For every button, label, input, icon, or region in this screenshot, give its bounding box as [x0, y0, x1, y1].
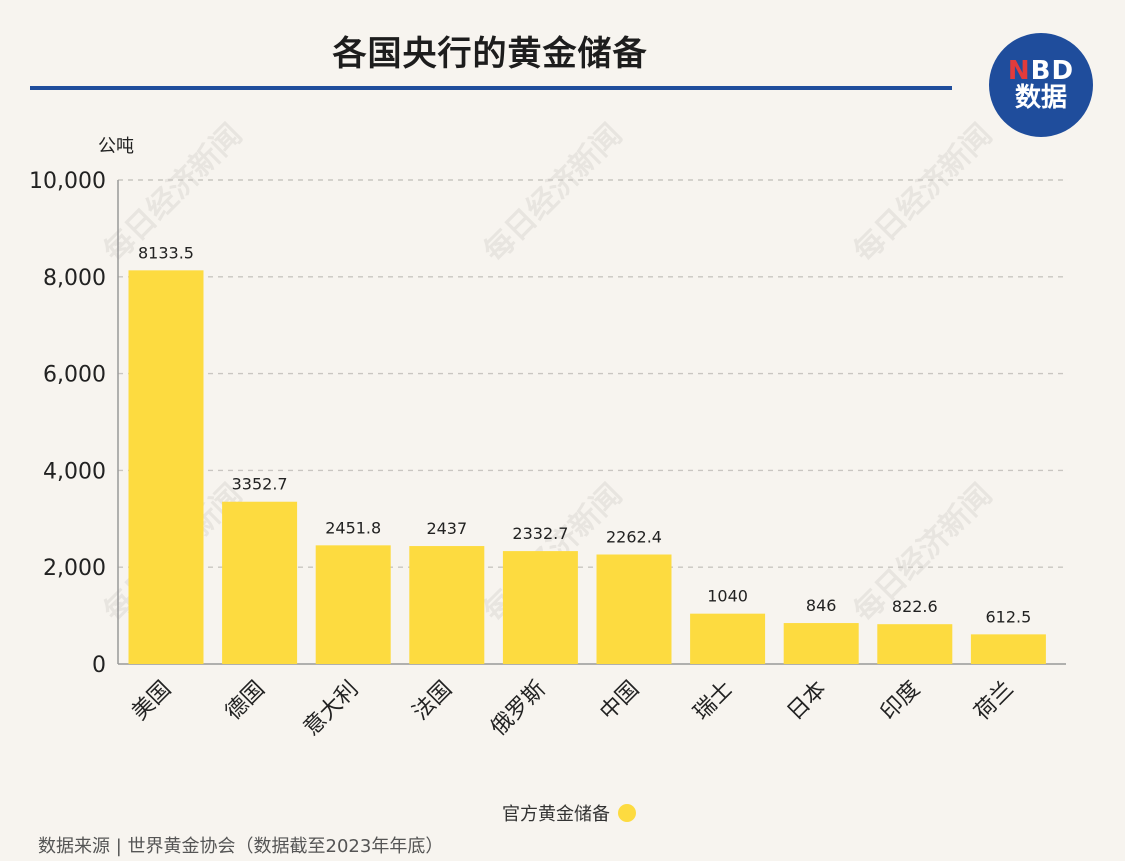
x-tick-label: 俄罗斯 [486, 677, 550, 741]
logo-text-line2: 数据 [1014, 83, 1067, 113]
bar [877, 624, 953, 664]
bar-value-label: 2437 [426, 519, 467, 538]
chart-title: 各国央行的黄金储备 [332, 34, 648, 74]
y-axis-unit: 公吨 [98, 136, 134, 157]
bar [690, 613, 766, 664]
bar-value-label: 846 [806, 596, 837, 615]
x-tick-label: 意大利 [299, 677, 363, 741]
x-tick-label: 印度 [876, 677, 925, 726]
title-divider [30, 86, 952, 90]
bar [783, 623, 859, 664]
logo-text-accent: N [1007, 55, 1031, 86]
bar [128, 270, 204, 664]
y-tick-label: 8,000 [43, 266, 106, 291]
watermark-text: 每日经济新闻 [847, 117, 999, 269]
bar-value-label: 2262.4 [606, 527, 662, 546]
bar [596, 554, 672, 664]
bar [315, 545, 391, 664]
bar-value-label: 2332.7 [512, 524, 568, 543]
y-tick-label: 2,000 [43, 556, 106, 581]
y-tick-label: 4,000 [43, 459, 106, 484]
bar-value-label: 3352.7 [232, 475, 288, 494]
x-tick-label: 法国 [408, 677, 457, 726]
bar-value-label: 612.5 [985, 607, 1031, 626]
legend: 官方黄金储备 [502, 801, 636, 825]
legend-label: 官方黄金储备 [502, 804, 610, 825]
source-note: 数据来源 | 世界黄金协会（数据截至2023年年底） [38, 836, 444, 857]
watermark-text: 每日经济新闻 [477, 117, 629, 269]
bar [970, 634, 1046, 664]
bar [502, 551, 578, 664]
bar [222, 501, 298, 664]
y-tick-label: 10,000 [29, 169, 106, 194]
y-tick-label: 0 [92, 653, 106, 678]
x-tick-label: 瑞士 [689, 677, 738, 726]
logo-text-rest: BD [1030, 55, 1075, 86]
nbd-logo: NBD 数据 [989, 33, 1093, 137]
legend-swatch-icon [618, 804, 636, 822]
bar [409, 546, 485, 664]
bar-value-label: 8133.5 [138, 243, 194, 262]
bar-value-label: 822.6 [892, 597, 938, 616]
bar-value-label: 1040 [707, 587, 748, 606]
bar-value-label: 2451.8 [325, 518, 381, 537]
y-tick-label: 6,000 [43, 363, 106, 388]
x-tick-label: 日本 [783, 677, 832, 726]
x-tick-label: 中国 [595, 677, 644, 726]
x-tick-label: 美国 [127, 677, 176, 726]
x-tick-label: 荷兰 [970, 677, 1019, 726]
x-tick-label: 德国 [221, 677, 270, 726]
